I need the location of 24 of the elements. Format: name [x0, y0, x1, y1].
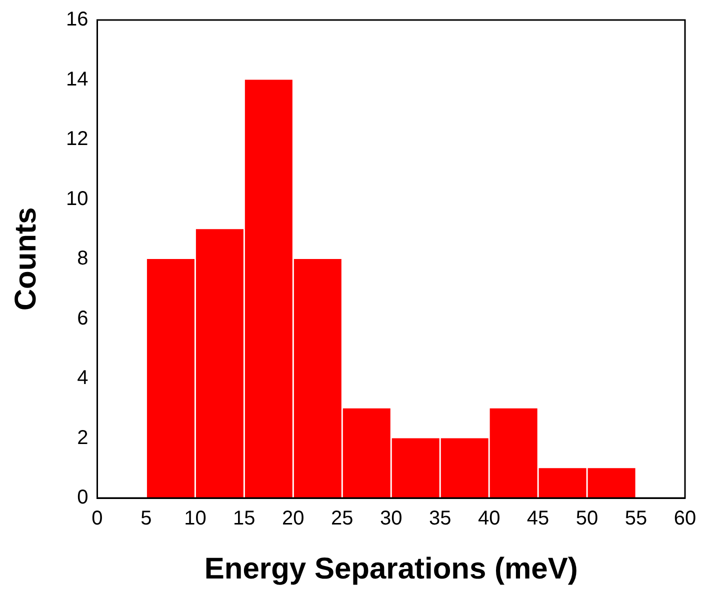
y-tick-label: 4 — [77, 367, 88, 390]
x-tick-label: 50 — [576, 508, 598, 530]
x-tick-label: 45 — [526, 508, 550, 530]
y-tick-label: 12 — [66, 128, 88, 150]
x-tick-label: 0 — [92, 508, 103, 530]
x-tick-label: 10 — [184, 508, 206, 530]
y-tick-label: 14 — [66, 68, 88, 90]
y-axis-title: Counts — [9, 207, 42, 311]
y-tick-label: 16 — [66, 8, 88, 31]
x-tick-label: 15 — [233, 508, 256, 530]
x-tick-label: 35 — [428, 508, 452, 530]
x-tick-label: 40 — [478, 508, 500, 530]
y-tick-label: 6 — [77, 307, 88, 330]
x-axis-title: Energy Separations (meV) — [204, 552, 578, 586]
x-tick-label: 30 — [380, 508, 402, 530]
x-tick-label: 60 — [674, 508, 696, 530]
y-tick-label: 10 — [66, 188, 88, 210]
y-tick-label: 2 — [77, 426, 88, 449]
y-tick-label: 0 — [77, 486, 88, 509]
x-tick-label: 20 — [282, 508, 304, 530]
x-tick-label: 55 — [624, 508, 648, 530]
x-tick-label: 25 — [331, 508, 354, 530]
y-tick-label: 8 — [77, 248, 88, 270]
x-tick-label: 5 — [140, 508, 152, 530]
